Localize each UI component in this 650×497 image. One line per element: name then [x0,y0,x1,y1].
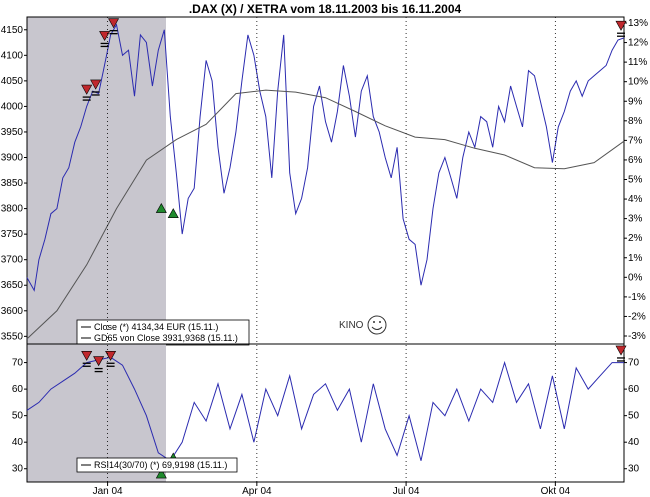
y-right-tick-label: 30 [628,464,640,475]
price-legend: Close (*) 4134,34 EUR (15.11.)GD65 von C… [76,319,250,346]
y-tick-label: 3700 [1,255,24,266]
y-tick-label: 3950 [1,127,24,138]
shaded-history-region [27,17,166,344]
legend-entry: GD65 von Close 3931,9368 (15.11.) [94,333,238,343]
x-tick-label: Okt 04 [541,486,571,497]
y-right-tick-label: 2% [628,233,643,244]
sell-signal-marker [105,350,117,367]
x-tick-label: Apr 04 [242,486,272,497]
smiley-eye-left [373,321,375,323]
y-tick-label: 4100 [1,50,24,61]
y-tick-label: 3550 [1,331,24,342]
y-right-tick-label: 11% [628,57,647,68]
price-panel: 3550 3600 3650 3700 3750 3800 3850 3900 3950 4000… [1,16,648,346]
x-axis: Jan 04 Apr 04 Jul 04 Okt 04 [93,17,571,497]
y-right-tick-label: -1% [628,292,646,303]
y-tick-label: 40 [12,437,24,448]
sell-signal-marker [615,345,627,362]
sell-signal-marker [99,31,111,48]
y-right-tick-label: 60 [628,384,640,395]
y-tick-label: 3800 [1,204,24,215]
y-right-tick-label: 13% [628,18,648,29]
y-right-tick-label: 5% [628,175,643,186]
y-tick-label: 70 [12,358,24,369]
y-tick-label: 3850 [1,178,24,189]
y-right-tick-label: 6% [628,155,643,166]
y-tick-label: 4000 [1,101,24,112]
y-right-tick-label: 9% [628,96,643,107]
y-right-tick-label: 10% [628,77,648,88]
y-right-tick-label: 12% [628,38,648,49]
sell-signal-marker [90,79,102,96]
watermark-text: KINO [339,320,364,331]
rsi-legend: RSI14(30/70) (*) 69,9198 (15.11.) [76,457,238,473]
y-right-tick-label: 70 [628,358,640,369]
y-right-tick-label: 7% [628,135,643,146]
y-right-tick-label: 50 [628,411,640,422]
buy-signal-marker [155,468,167,479]
panel-frame [26,343,625,483]
chart-title: .DAX (X) / XETRA vom 18.11.2003 bis 16.1… [189,2,462,16]
legend-entry: Close (*) 4134,34 EUR (15.11.) [94,322,218,332]
close-series-line [26,23,625,292]
x-tick-label: Jan 04 [93,486,123,497]
kino-watermark: KINO [339,315,387,335]
y-right-tick-label: 1% [628,253,643,264]
y-right-tick-label: 8% [628,116,643,127]
buy-signal-marker [167,208,179,219]
x-tick-label: Jul 04 [393,486,420,497]
y-tick-label: 3600 [1,306,24,317]
y-tick-label: 30 [12,464,24,475]
y-right-tick-label: 0% [628,272,643,283]
y-tick-label: 4050 [1,76,24,87]
smiley-mouth [371,326,383,330]
y-tick-label: 3900 [1,153,24,164]
y-tick-label: 3750 [1,229,24,240]
sell-signal-marker [108,18,120,35]
buy-signal-marker [155,202,167,213]
sell-signal-marker [81,84,93,101]
sell-signal-marker [615,20,627,37]
y-right-tick-label: 4% [628,194,643,205]
y-tick-label: 3650 [1,280,24,291]
sell-signal-marker [93,356,105,373]
y-tick-label: 50 [12,411,24,422]
y-right-tick-label: -3% [628,331,646,342]
smiley-icon [367,315,387,335]
smiley-eye-right [379,321,381,323]
sell-signal-marker [81,350,93,367]
y-right-tick-label: 40 [628,437,640,448]
y-right-tick-label: -2% [628,311,646,322]
gd65-series-line [26,89,625,340]
y-tick-label: 4150 [1,25,24,36]
rsi-panel: 30 40 50 60 70 30 40 50 60 70 RSI14(30/70) (*) 69,… [12,343,640,483]
legend-entry: RSI14(30/70) (*) 69,9198 (15.11.) [94,460,227,470]
rsi-series-line [26,356,624,462]
y-right-tick-label: 3% [628,214,643,225]
y-tick-label: 60 [12,384,24,395]
